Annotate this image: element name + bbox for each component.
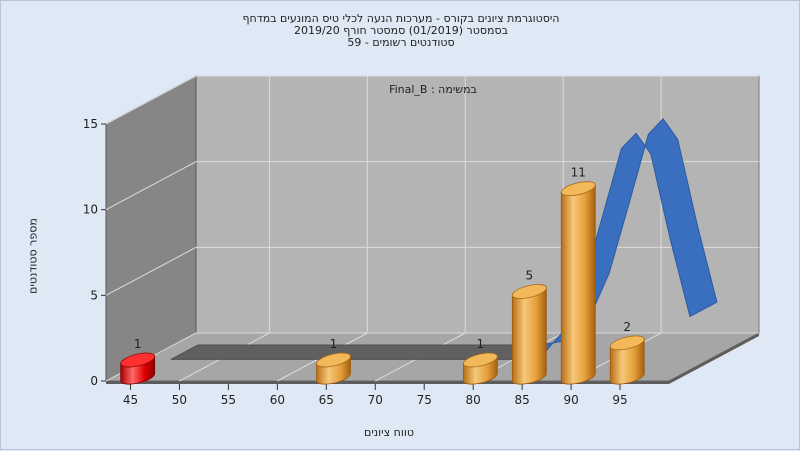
y-tick-label-1: 5 bbox=[90, 288, 98, 302]
bar-body-90 bbox=[560, 184, 596, 385]
x-tick-label-1: 50 bbox=[172, 393, 187, 407]
bar-95 bbox=[609, 335, 645, 385]
floor-side-edge bbox=[669, 333, 759, 384]
x-tick-label-7: 80 bbox=[466, 393, 481, 407]
x-tick-label-9: 90 bbox=[563, 393, 578, 407]
bar-value-label-45: 1 bbox=[134, 337, 142, 351]
y-grid-left-2 bbox=[105, 161, 197, 211]
bar-top-45 bbox=[120, 352, 156, 368]
y-tick-label-0: 0 bbox=[90, 374, 98, 388]
bar-body-95 bbox=[609, 338, 645, 385]
bar-85 bbox=[511, 284, 547, 385]
left-wall bbox=[105, 75, 197, 382]
chart-bars bbox=[120, 181, 645, 385]
bar-90 bbox=[560, 181, 596, 385]
x-tick-label-2: 55 bbox=[221, 393, 236, 407]
x-tick-label-10: 95 bbox=[612, 393, 627, 407]
x-tick-label-8: 85 bbox=[514, 393, 529, 407]
bar-top-65 bbox=[316, 352, 351, 368]
chart-title-line-3: סטודנטים רשומים - 59 bbox=[347, 36, 455, 49]
y-tick-label-3: 15 bbox=[83, 117, 98, 131]
bar-80 bbox=[462, 352, 498, 385]
y-tick-label-2: 10 bbox=[83, 203, 98, 217]
bar-value-label-85: 5 bbox=[526, 268, 534, 282]
bar-top-85 bbox=[511, 284, 547, 299]
bar-value-label-80: 1 bbox=[477, 337, 485, 351]
chart-title-line-2: בסמסטר (01/2019) סמסטר חורף 2019/20 bbox=[294, 24, 508, 37]
bar-value-label-95: 2 bbox=[623, 320, 631, 334]
x-axis-title: טווח ציונים bbox=[364, 426, 414, 439]
bar-45 bbox=[120, 352, 156, 385]
x-tick-label-4: 65 bbox=[319, 393, 334, 407]
bar-value-label-90: 11 bbox=[571, 166, 586, 180]
y-grid-left-3 bbox=[105, 75, 197, 125]
x-tick-label-0: 45 bbox=[123, 393, 138, 407]
plot-inner-label: Final_B : במשימה bbox=[389, 83, 477, 96]
bar-value-label-65: 1 bbox=[330, 337, 338, 351]
bar-top-95 bbox=[609, 335, 645, 351]
bar-top-90 bbox=[560, 181, 596, 197]
bar-top-80 bbox=[462, 352, 498, 368]
y-axis-title: מספר סטודנטים bbox=[26, 218, 40, 294]
x-tick-label-6: 75 bbox=[417, 393, 432, 407]
chart-title-line-1: היסטוגרמת ציונים בקורס - מערכות הנעה לכל… bbox=[242, 12, 560, 25]
x-tick-label-5: 70 bbox=[368, 393, 383, 407]
bar-body-85 bbox=[511, 287, 547, 385]
x-tick-label-3: 60 bbox=[270, 393, 285, 407]
bar-65 bbox=[316, 352, 351, 385]
y-grid-left-1 bbox=[105, 246, 197, 296]
